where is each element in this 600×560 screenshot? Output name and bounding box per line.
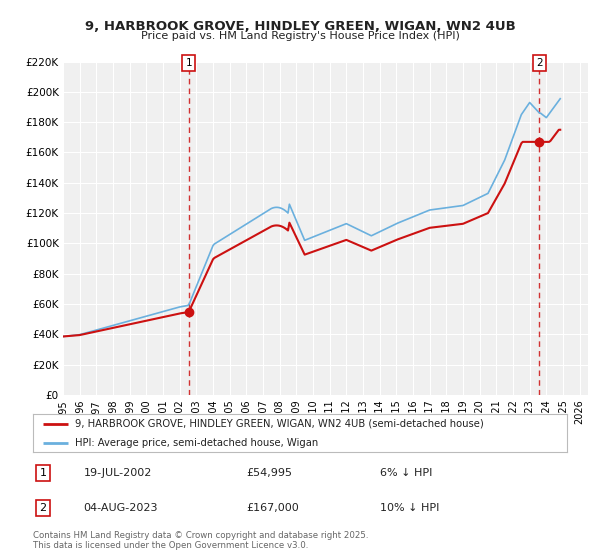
Text: 9, HARBROOK GROVE, HINDLEY GREEN, WIGAN, WN2 4UB: 9, HARBROOK GROVE, HINDLEY GREEN, WIGAN,… (85, 20, 515, 32)
Text: 2: 2 (40, 503, 47, 513)
Text: HPI: Average price, semi-detached house, Wigan: HPI: Average price, semi-detached house,… (74, 438, 318, 448)
Text: £54,995: £54,995 (247, 468, 293, 478)
Text: Contains HM Land Registry data © Crown copyright and database right 2025.
This d: Contains HM Land Registry data © Crown c… (33, 531, 368, 550)
Text: 04-AUG-2023: 04-AUG-2023 (84, 503, 158, 513)
Text: Price paid vs. HM Land Registry's House Price Index (HPI): Price paid vs. HM Land Registry's House … (140, 31, 460, 41)
Text: 1: 1 (185, 58, 192, 68)
Text: 1: 1 (40, 468, 46, 478)
Text: 19-JUL-2002: 19-JUL-2002 (84, 468, 152, 478)
Text: 6% ↓ HPI: 6% ↓ HPI (380, 468, 433, 478)
Text: 10% ↓ HPI: 10% ↓ HPI (380, 503, 439, 513)
Text: 2: 2 (536, 58, 543, 68)
Text: 9, HARBROOK GROVE, HINDLEY GREEN, WIGAN, WN2 4UB (semi-detached house): 9, HARBROOK GROVE, HINDLEY GREEN, WIGAN,… (74, 419, 484, 429)
Text: £167,000: £167,000 (247, 503, 299, 513)
